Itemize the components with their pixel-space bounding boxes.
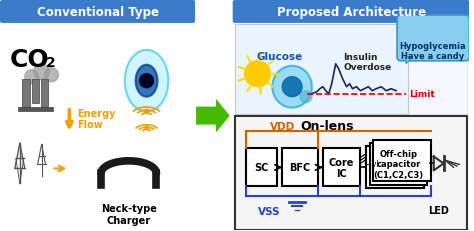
Circle shape [300,91,312,103]
Polygon shape [196,99,230,133]
FancyBboxPatch shape [246,149,277,187]
Ellipse shape [272,67,312,108]
FancyBboxPatch shape [323,149,360,187]
Ellipse shape [125,51,168,112]
Text: Proposed Architecture: Proposed Architecture [277,6,426,19]
FancyBboxPatch shape [233,1,469,24]
FancyBboxPatch shape [397,16,469,61]
Circle shape [245,61,270,87]
FancyBboxPatch shape [235,25,408,114]
Circle shape [34,64,49,80]
Text: Limit: Limit [409,90,435,99]
FancyBboxPatch shape [374,140,431,182]
Text: 2: 2 [46,56,55,70]
Text: VSS: VSS [258,206,281,216]
Text: Off-chip
capacitor
(C1,C2,C3): Off-chip capacitor (C1,C2,C3) [374,149,424,179]
Text: Conventional Type: Conventional Type [37,6,159,19]
FancyBboxPatch shape [408,60,467,114]
Text: VDD: VDD [270,121,295,131]
Text: Energy
Flow: Energy Flow [77,108,116,130]
FancyBboxPatch shape [282,149,318,187]
Circle shape [145,127,148,130]
Text: CO: CO [10,48,49,72]
Text: Hypoglycemia
Have a candy: Hypoglycemia Have a candy [400,42,466,61]
Circle shape [140,74,154,88]
Text: On-lens: On-lens [300,119,354,132]
Text: Glucose: Glucose [256,52,302,61]
Circle shape [282,77,302,97]
Text: LED: LED [428,205,449,215]
Circle shape [145,110,148,113]
FancyBboxPatch shape [366,147,424,188]
Ellipse shape [136,65,157,97]
Circle shape [25,70,38,84]
FancyBboxPatch shape [18,107,54,111]
FancyBboxPatch shape [0,1,195,24]
FancyBboxPatch shape [22,79,30,107]
Circle shape [45,68,58,82]
FancyBboxPatch shape [41,79,47,107]
FancyBboxPatch shape [32,79,38,103]
Text: 3-lvl: 3-lvl [363,159,379,168]
Text: Neck-type
Charger: Neck-type Charger [101,204,157,225]
Text: Insulin
Overdose: Insulin Overdose [344,53,392,72]
FancyBboxPatch shape [370,143,427,185]
Text: SC: SC [254,163,269,173]
Text: BFC: BFC [290,163,310,173]
Text: Core
IC: Core IC [329,157,354,178]
FancyBboxPatch shape [235,116,467,230]
Polygon shape [406,58,412,64]
